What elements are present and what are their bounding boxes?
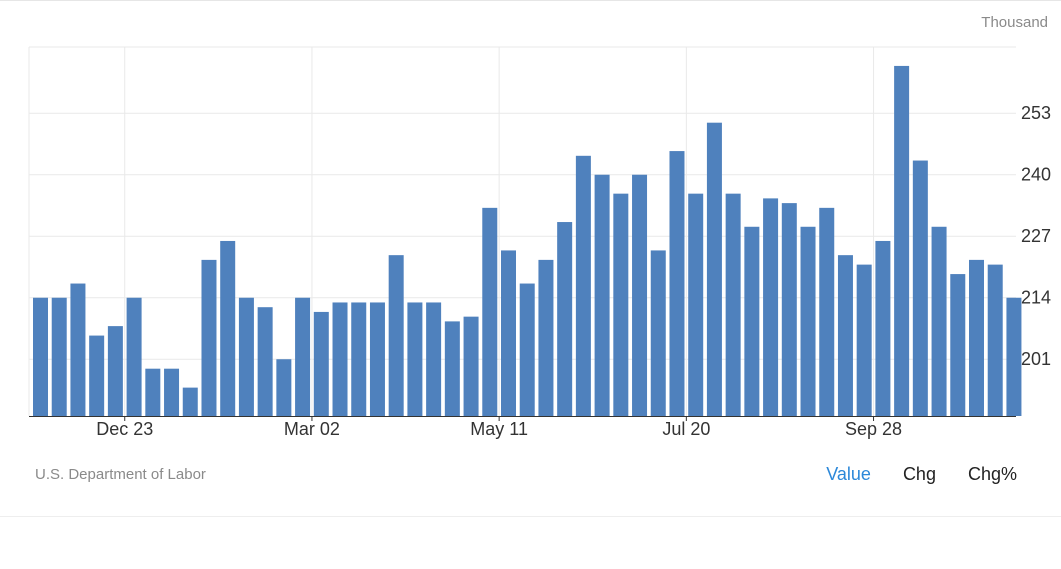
bar — [856, 264, 872, 416]
bar — [89, 335, 105, 416]
bar — [744, 226, 760, 416]
bar — [276, 359, 292, 416]
x-tick-label: Mar 02 — [284, 419, 340, 439]
view-tabs: Value Chg Chg% — [826, 464, 1017, 485]
bar — [725, 193, 741, 416]
bar — [632, 174, 648, 416]
x-tick-label: Dec 23 — [96, 419, 153, 439]
source-label: U.S. Department of Labor — [35, 466, 206, 483]
bar — [781, 203, 797, 416]
bar — [912, 160, 928, 416]
bar — [463, 316, 479, 416]
bar — [557, 222, 573, 416]
y-tick-label: 201 — [1021, 349, 1051, 369]
bar — [931, 226, 947, 416]
bar — [51, 297, 67, 416]
bar — [257, 307, 273, 416]
bar — [875, 240, 891, 416]
bar — [706, 122, 722, 416]
bar — [800, 226, 816, 416]
bar — [107, 326, 123, 416]
bar — [837, 255, 853, 416]
bar — [969, 259, 984, 416]
bar — [388, 255, 404, 416]
bar — [332, 302, 348, 416]
bar — [407, 302, 423, 416]
y-tick-label: 214 — [1021, 288, 1051, 308]
bar — [313, 311, 329, 416]
bar — [613, 193, 629, 416]
bar — [164, 368, 180, 416]
y-tick-label: 227 — [1021, 226, 1051, 246]
bar — [238, 297, 254, 416]
bar — [182, 387, 198, 416]
bar — [220, 240, 236, 416]
bar — [669, 151, 685, 417]
bar — [575, 155, 591, 417]
bar — [369, 302, 385, 416]
bar — [688, 193, 704, 416]
bar — [444, 321, 460, 416]
y-tick-label: 253 — [1021, 103, 1051, 123]
unit-label: Thousand — [981, 14, 1048, 31]
bar — [201, 259, 217, 416]
bar — [819, 207, 835, 416]
bar — [126, 297, 142, 416]
bar — [295, 297, 311, 416]
bar — [763, 198, 779, 416]
bar — [594, 174, 610, 416]
bar — [519, 283, 535, 416]
x-tick-label: Jul 20 — [662, 419, 710, 439]
y-tick-label: 240 — [1021, 165, 1051, 185]
tab-chg-percent[interactable]: Chg% — [967, 464, 1017, 484]
tab-chg[interactable]: Chg — [902, 464, 936, 484]
bar — [145, 368, 161, 416]
bar — [70, 283, 86, 416]
top-divider — [0, 0, 1061, 1]
bar — [987, 264, 1003, 416]
x-tick-label: May 11 — [470, 419, 528, 439]
bar — [1006, 297, 1022, 416]
bar-chart: Dec 23 Mar 02 May 11 Jul 20 Sep 28 201 214 227 2… — [28, 46, 1051, 439]
x-tick-label: Sep 28 — [845, 419, 902, 439]
bar — [650, 250, 666, 416]
tab-value[interactable]: Value — [826, 464, 871, 484]
bottom-divider — [0, 516, 1061, 517]
bar — [351, 302, 367, 416]
bar — [33, 297, 48, 416]
bar — [538, 259, 554, 416]
bar — [950, 274, 966, 416]
bar — [501, 250, 516, 416]
bar — [482, 207, 498, 416]
bar — [894, 65, 910, 416]
bar — [426, 302, 442, 416]
